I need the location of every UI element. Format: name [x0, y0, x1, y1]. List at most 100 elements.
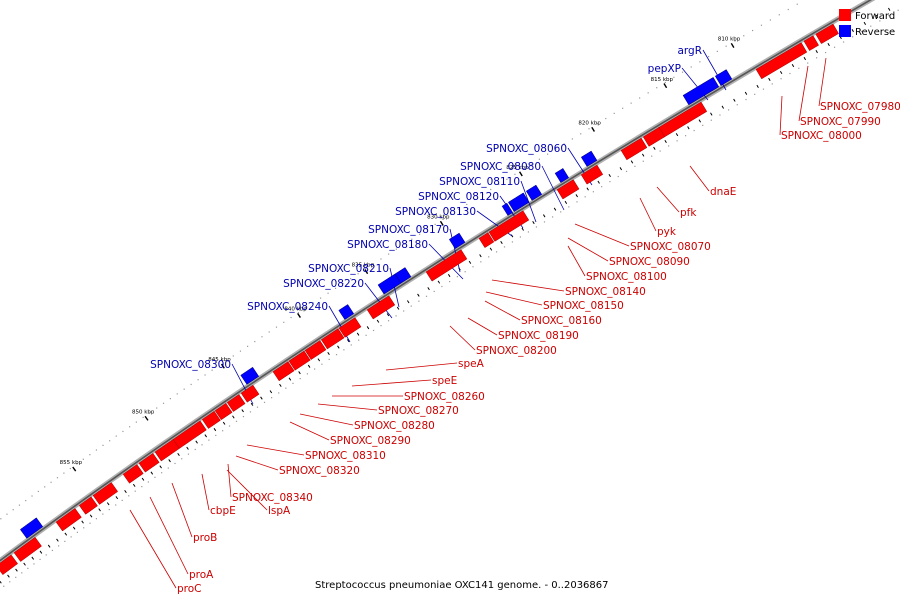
guide-dot: [12, 509, 14, 511]
gene-label: argR: [677, 45, 702, 57]
guide-dot: [44, 486, 46, 488]
guide-dot: [580, 133, 582, 135]
guide-dot: [349, 278, 352, 280]
forward-gene-arrow: [55, 508, 82, 532]
guide-dot: [605, 117, 607, 120]
guide-dot: [204, 374, 206, 376]
guide-dot: [676, 140, 678, 142]
guide-dot: [95, 518, 98, 520]
guide-dot: [115, 435, 117, 437]
guide-dot: [76, 463, 78, 465]
reverse-gene-arrow: [501, 202, 514, 216]
leader-line: [449, 325, 476, 351]
guide-dot: [161, 472, 163, 474]
minor-tick: [213, 428, 217, 432]
guide-dot: [76, 531, 79, 533]
minor-tick: [597, 180, 600, 184]
minor-tick: [298, 371, 301, 375]
gene-label: SPNOXC_08200: [476, 345, 557, 357]
forward-gene-arrow: [288, 350, 311, 371]
legend-forward-swatch: [839, 9, 851, 21]
minor-tick: [7, 574, 10, 578]
minor-tick: [521, 227, 524, 231]
guide-dot: [95, 449, 98, 451]
leader-line: [149, 496, 189, 575]
reverse-gene-arrow: [19, 517, 44, 539]
gene-label: SPNOXC_08320: [279, 465, 360, 477]
gene-label: SPNOXC_08310: [305, 450, 386, 462]
guide-dot: [601, 186, 603, 188]
gene-label: SPNOXC_07980: [820, 101, 900, 113]
guide-dot: [522, 168, 524, 170]
guide-dot: [511, 241, 514, 243]
guide-dot: [617, 175, 619, 178]
forward-gene-arrow: [226, 394, 246, 412]
major-tick: [663, 83, 668, 89]
minor-tick: [888, 7, 891, 11]
minor-tick: [875, 14, 879, 18]
guide-dot: [387, 320, 390, 322]
minor-tick: [141, 477, 145, 481]
guide-dot: [183, 388, 185, 390]
minor-tick: [417, 293, 420, 297]
minor-tick: [23, 562, 26, 566]
forward-gene-arrow: [803, 35, 819, 51]
guide-dot: [506, 178, 508, 181]
guide-dot: [194, 448, 196, 451]
guide-dot: [25, 499, 27, 502]
minor-tick: [346, 339, 350, 343]
guide-dot: [297, 312, 300, 314]
guide-dot: [734, 40, 736, 42]
minor-tick: [366, 326, 370, 330]
minor-tick: [532, 220, 535, 225]
minor-tick: [803, 57, 807, 61]
gene-label: proA: [189, 569, 214, 581]
gene-label: SPNOXC_08220: [283, 278, 364, 290]
minor-tick: [47, 544, 51, 548]
gene-label: SPNOXC_08160: [521, 315, 602, 327]
forward-gene-arrow: [580, 164, 604, 185]
forward-gene-arrow: [320, 328, 345, 350]
leader-line: [567, 237, 609, 262]
forward-gene-arrow: [304, 340, 327, 360]
gene-label: SPNOXC_08190: [498, 330, 579, 342]
guide-dot: [222, 430, 224, 432]
guide-dot: [56, 477, 59, 479]
guide-dot: [647, 92, 649, 94]
guide-dot: [208, 439, 210, 441]
leader-line: [656, 186, 680, 213]
forward-gene-arrow: [0, 554, 19, 576]
guide-dot: [560, 211, 562, 213]
minor-tick: [241, 409, 244, 413]
guide-dot: [464, 271, 466, 273]
minor-tick: [779, 70, 783, 75]
legend: Forward Reverse: [839, 9, 895, 38]
minor-tick: [851, 28, 854, 33]
guide-dot: [727, 109, 730, 111]
leader-line: [299, 413, 354, 426]
guide-dot: [201, 444, 203, 446]
minor-tick: [317, 358, 321, 362]
guide-dot: [261, 336, 263, 338]
gene-label: speA: [458, 358, 485, 370]
guide-dot: [434, 223, 436, 226]
guide-dot: [584, 196, 586, 198]
minor-tick: [260, 396, 263, 400]
guide-dot: [530, 163, 532, 165]
guide-dot: [888, 15, 890, 17]
guide-dot: [109, 440, 111, 442]
gene-label: SPNOXC_08130: [395, 206, 476, 218]
guide-dot: [456, 276, 458, 278]
guide-dot: [285, 387, 287, 389]
guide-dot: [418, 233, 421, 235]
guide-dot: [33, 563, 35, 565]
minor-tick: [186, 446, 189, 450]
guide-dot: [568, 206, 570, 208]
reverse-gene-arrow: [580, 150, 598, 167]
forward-gene-arrow: [338, 317, 362, 338]
guide-dot: [89, 454, 91, 456]
leader-line: [129, 509, 177, 589]
guide-dot: [254, 340, 256, 343]
leader-line: [567, 245, 586, 277]
genes: [0, 23, 839, 576]
